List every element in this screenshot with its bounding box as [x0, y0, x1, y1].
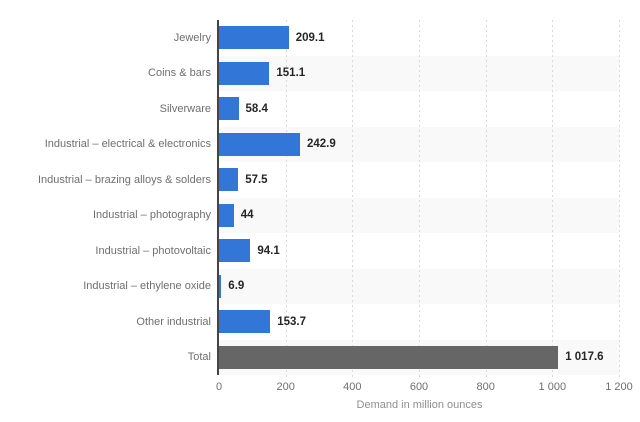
x-axis-title: Demand in million ounces	[356, 399, 483, 411]
y-axis-line	[217, 20, 219, 375]
bar	[219, 168, 239, 192]
category-label: Jewelry	[173, 31, 211, 44]
x-tick-label: 1 200	[605, 381, 633, 393]
total-bar	[219, 345, 559, 369]
bar-row: 1 017.6	[219, 339, 620, 375]
category-label: Industrial – brazing alloys & solders	[37, 173, 211, 186]
category-label: Industrial – photovoltaic	[95, 244, 211, 257]
category-label: Silverware	[159, 102, 211, 115]
x-axis-ticks: 0 200 400 600 800 1 000 1 200	[215, 381, 633, 395]
bar-value-label: 57.5	[245, 173, 268, 186]
x-tick-label: 600	[409, 381, 429, 393]
bar-value-label: 209.1	[295, 31, 325, 44]
bar-value-label: 58.4	[245, 102, 268, 115]
x-tick-label: 0	[215, 381, 223, 393]
bar	[219, 274, 222, 298]
bar-row: 153.7	[219, 304, 620, 340]
category-label: Industrial – photography	[92, 209, 211, 222]
bar-value-label: 153.7	[277, 315, 306, 328]
bar-value-label: 242.9	[307, 138, 336, 151]
category-label: Industrial – electrical & electronics	[44, 138, 211, 151]
category-label: Coins & bars	[148, 67, 211, 80]
x-tick-label: 1 000	[538, 381, 567, 393]
x-tick-label: 400	[343, 381, 362, 393]
plot-area: 209.1 151.1 58.4 242.9 57.5 44 94.1 6.9 153.7 1 0…	[219, 20, 620, 375]
category-label: Industrial – ethylene oxide	[83, 280, 211, 293]
x-tick-label: 800	[476, 381, 495, 393]
bar-row: 58.4	[219, 91, 620, 127]
bar-row: 44	[219, 197, 620, 233]
bar	[219, 239, 251, 263]
bar-row: 209.1	[219, 20, 620, 56]
category-label: Total	[187, 351, 211, 364]
category-labels: Jewelry Coins & bars Silverware Industrial …	[0, 20, 211, 375]
bar-value-label: 44	[240, 209, 254, 222]
bar	[219, 61, 270, 85]
bar-value-label: 94.1	[257, 244, 280, 257]
bar-row: 242.9	[219, 126, 620, 162]
bar-row: 57.5	[219, 162, 620, 198]
bar	[219, 203, 234, 227]
bar-row: 94.1	[219, 233, 620, 269]
bar	[219, 132, 300, 156]
bar	[219, 26, 289, 50]
bar-value-label: 151.1	[276, 67, 306, 80]
bar	[219, 310, 271, 334]
category-label: Other industrial	[136, 315, 211, 328]
bar-row: 151.1	[219, 55, 620, 91]
bar-value-label: 6.9	[228, 280, 245, 293]
bar-value-label: 1 017.6	[565, 351, 604, 364]
bar	[219, 97, 239, 121]
bar-row: 6.9	[219, 268, 620, 304]
x-tick-label: 200	[276, 381, 295, 393]
